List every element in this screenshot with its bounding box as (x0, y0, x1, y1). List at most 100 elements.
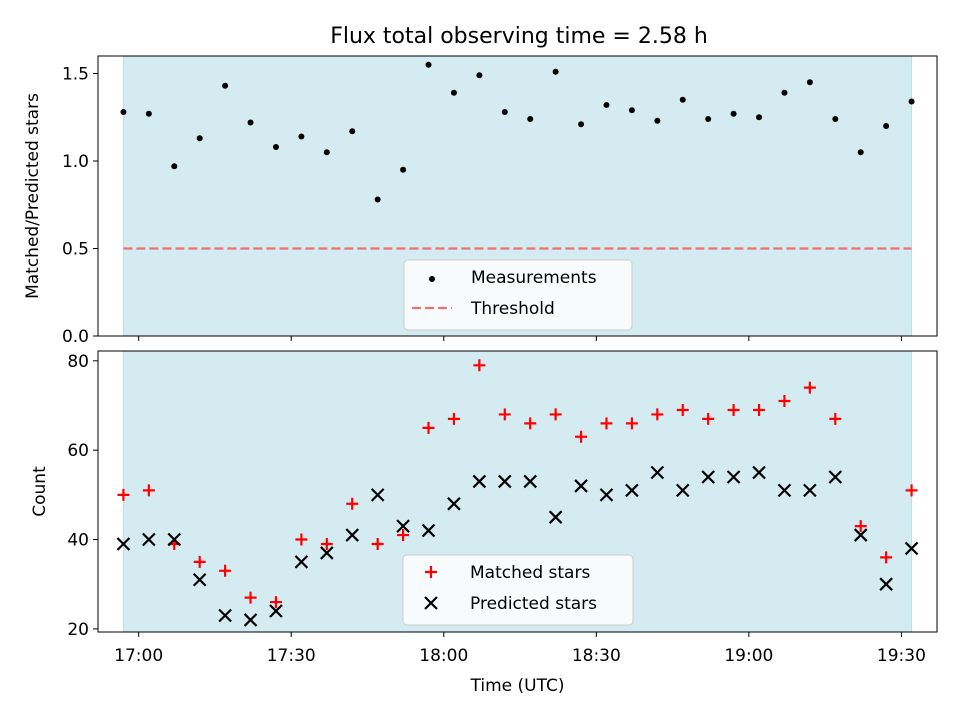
matched-point (320, 537, 333, 550)
predicted-point (243, 613, 258, 627)
y-tick-label: 60 (67, 441, 89, 461)
predicted-point (879, 577, 893, 591)
top-marks (120, 56, 915, 336)
predicted-point (726, 470, 741, 484)
legend-measurement-swatch (429, 276, 435, 282)
top-y-label: Matched/Predicted stars (23, 93, 43, 299)
predicted-point (142, 532, 156, 547)
matched-point (117, 488, 130, 501)
matched-point (397, 529, 410, 542)
measurement-point (222, 82, 229, 89)
predicted-point (370, 488, 385, 502)
predicted-point (625, 483, 639, 498)
y-tick-label: 0.0 (62, 327, 89, 347)
matched-point (193, 555, 206, 568)
predicted-point (777, 483, 792, 498)
legend-label: Measurements (471, 268, 597, 288)
matched-point (753, 403, 766, 416)
matched-point (346, 497, 359, 510)
measurement-point (552, 68, 559, 75)
legend-predicted-swatch (424, 596, 438, 610)
bottom-y-label: Count (30, 466, 50, 517)
measurement-point (323, 149, 330, 156)
matched-point (727, 403, 740, 416)
predicted-point (345, 528, 360, 542)
y-tick-label: 1.0 (62, 152, 89, 172)
predicted-point (218, 608, 232, 623)
predicted-point (904, 541, 919, 556)
measurement-point (832, 116, 839, 122)
matched-point (880, 551, 893, 564)
measurement-point (476, 72, 483, 79)
measurement-point (171, 163, 178, 170)
predicted-point (701, 470, 715, 484)
measurement-point (603, 102, 610, 108)
measurement-point (272, 144, 279, 150)
measurement-point (806, 79, 813, 86)
predicted-point (472, 474, 487, 489)
matched-point (575, 430, 588, 443)
measurement-point (349, 128, 356, 135)
predicted-point (167, 532, 182, 547)
x-tick-label: 17:00 (114, 646, 163, 666)
legend-box (403, 259, 633, 331)
x-tick-label: 18:30 (572, 646, 621, 666)
predicted-point (675, 483, 690, 498)
matched-point (905, 484, 918, 497)
matched-point (473, 359, 486, 372)
matched-point (244, 591, 257, 604)
predicted-point (853, 528, 868, 542)
matched-point (142, 484, 155, 497)
predicted-point (752, 465, 766, 480)
measurement-point (628, 107, 635, 114)
matched-point (600, 417, 613, 430)
y-tick-label: 40 (67, 531, 89, 551)
y-tick-label: 0.5 (62, 240, 89, 260)
measurement-point (374, 196, 381, 203)
measurement-point (145, 110, 152, 117)
predicted-point (396, 519, 410, 533)
measurement-point (247, 119, 254, 126)
measurement-point (883, 123, 890, 129)
measurement-point (705, 116, 712, 122)
matched-point (676, 403, 689, 416)
y-tick-label: 1.5 (62, 65, 89, 85)
measurement-point (196, 135, 203, 142)
matched-point (498, 408, 511, 421)
measurement-point (730, 110, 737, 117)
matched-point (549, 408, 562, 421)
legend-label: Predicted stars (470, 594, 597, 614)
bottom-x-axis: 17:00 17:30 18:00 18:30 19:00 19:30 (114, 632, 926, 666)
legend-label: Matched stars (470, 563, 590, 583)
measurement-point (450, 89, 457, 96)
top-y-axis: 0.0 0.5 1.0 1.5 (62, 65, 98, 347)
measurement-point (400, 166, 407, 173)
matched-point (778, 395, 791, 408)
bottom-marks (116, 351, 919, 632)
measurement-point (679, 96, 686, 103)
legend-box (402, 554, 634, 626)
top-legend: Measurements Threshold (403, 259, 633, 331)
predicted-point (599, 488, 614, 502)
predicted-point (320, 546, 334, 560)
matched-point (625, 417, 638, 430)
matched-point (269, 596, 282, 609)
y-tick-label: 80 (67, 352, 89, 372)
predicted-point (192, 572, 207, 587)
matched-point (651, 408, 664, 421)
predicted-point (650, 465, 665, 480)
measurement-point (756, 114, 763, 121)
top-x-ticks (138, 336, 902, 341)
measurement-point (425, 61, 432, 68)
matched-point (829, 412, 842, 425)
matched-point (219, 564, 232, 577)
legend-matched-swatch (425, 566, 437, 578)
measurement-point (298, 133, 305, 140)
measurement-point (654, 117, 661, 124)
matched-point (447, 412, 460, 425)
bottom-axes-frame (97, 350, 938, 633)
predicted-point (803, 483, 817, 498)
measurement-point (120, 109, 127, 115)
